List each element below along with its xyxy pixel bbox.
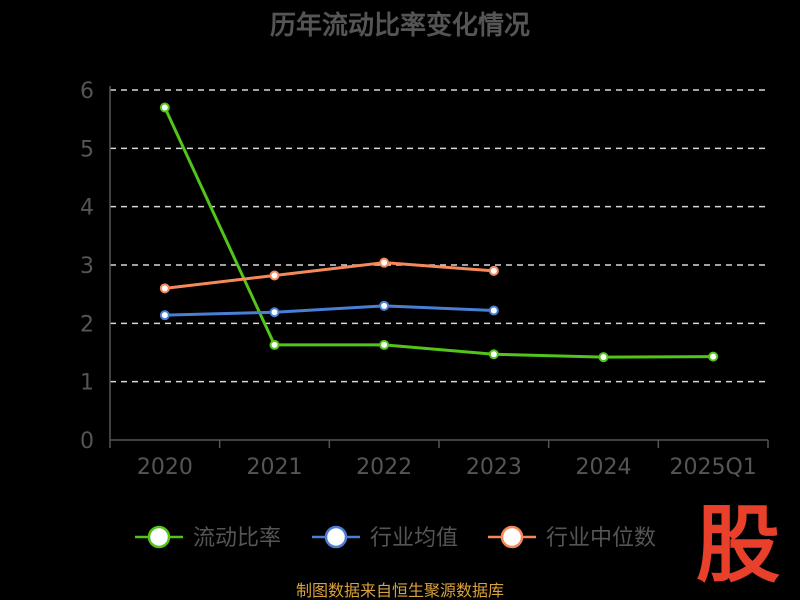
- y-tick-label: 6: [80, 79, 94, 104]
- y-tick-label: 3: [80, 254, 94, 279]
- y-tick-label: 4: [80, 196, 94, 221]
- logo-mark: 股: [696, 496, 780, 594]
- chart-title: 历年流动比率变化情况: [270, 10, 530, 41]
- x-tick-label: 2021: [247, 455, 303, 480]
- y-axis-ticks: 0 1 2 3 4 5 6: [80, 79, 94, 454]
- legend-label: 流动比率: [193, 526, 281, 551]
- data-point: [269, 339, 280, 350]
- data-point: [379, 257, 390, 268]
- x-tick-label: 2020: [137, 455, 193, 480]
- y-tick-label: 1: [80, 371, 94, 396]
- data-point: [269, 307, 280, 318]
- legend-marker: [147, 525, 171, 549]
- y-tick-label: 0: [80, 429, 94, 454]
- data-point: [159, 283, 170, 294]
- series-line: [164, 304, 494, 317]
- x-tick-label: 2022: [356, 455, 412, 480]
- data-point: [159, 310, 170, 321]
- legend-label: 行业中位数: [546, 526, 656, 551]
- x-tick-label: 2024: [576, 455, 632, 480]
- legend-marker: [500, 525, 524, 549]
- x-axis-ticks: 2020 2021 2022 2023 2024 2025Q1: [137, 455, 757, 480]
- data-point: [159, 102, 170, 113]
- data-point: [488, 265, 499, 276]
- series-line: [163, 106, 714, 359]
- data-point: [488, 305, 499, 316]
- data-point: [598, 352, 609, 363]
- axes: [109, 86, 769, 448]
- series-group: [159, 102, 719, 363]
- data-point: [269, 270, 280, 281]
- series-line: [164, 261, 494, 290]
- x-tick-label: 2023: [466, 455, 522, 480]
- y-tick-label: 5: [80, 137, 94, 162]
- source-note: 制图数据来自恒生聚源数据库: [296, 581, 504, 600]
- grid-lines: [110, 89, 768, 383]
- x-tick-label: 2025Q1: [670, 455, 757, 480]
- legend-marker: [324, 525, 348, 549]
- data-point: [379, 300, 390, 311]
- data-point: [488, 349, 499, 360]
- legend: 流动比率 行业均值 行业中位数: [135, 525, 656, 551]
- data-point: [708, 351, 719, 362]
- y-tick-label: 2: [80, 312, 94, 337]
- data-point: [379, 339, 390, 350]
- legend-label: 行业均值: [370, 526, 458, 551]
